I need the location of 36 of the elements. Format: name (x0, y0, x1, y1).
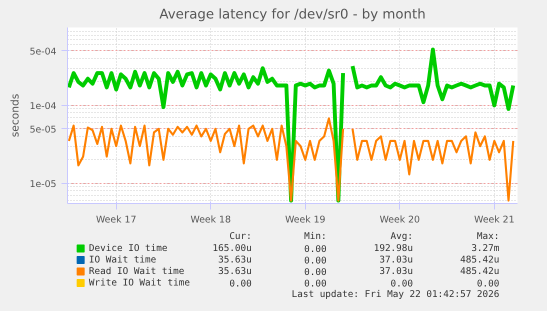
text: 0.00 (229, 278, 252, 290)
text: 485.42u (460, 266, 500, 277)
chart-title: Average latency for /dev/sr0 - by month (159, 8, 426, 22)
y-tick-label: 1e-05 (30, 178, 57, 190)
x-tick-label: Week 18 (190, 214, 231, 226)
text: 35.63u (218, 266, 252, 277)
y-tick-label: 5e-05 (30, 124, 57, 136)
text: 3.27m (471, 243, 500, 254)
text: 0.00 (304, 267, 328, 278)
legend-label: Write IO Wait time (88, 278, 190, 288)
legend-label: Read IO Wait time (88, 266, 185, 277)
text: 0.00 (476, 278, 500, 290)
x-tick-label: Week 20 (380, 214, 420, 226)
x-tick-label: Week 17 (96, 214, 136, 226)
text: 165.00u (212, 243, 252, 254)
text: Max: (476, 231, 500, 242)
legend-label: IO Wait time (88, 254, 157, 266)
text: 37.03u (379, 254, 414, 266)
text: 0.00 (304, 256, 328, 266)
text: 0.00 (390, 278, 414, 290)
text: 0.00 (304, 278, 328, 290)
y-axis-title: seconds (8, 93, 22, 138)
text: Min: (304, 231, 327, 242)
text: Avg: (390, 231, 414, 242)
legend-label: Device IO time (88, 243, 168, 254)
text: 0.00 (304, 244, 328, 255)
y-tick-label: 1e-04 (30, 100, 57, 112)
text: Last update: Fri May 22 01:42:57 2026 (292, 289, 500, 300)
text: 485.42u (460, 254, 500, 266)
y-tick-label: 5e-04 (30, 46, 57, 58)
text: Cur: (229, 231, 252, 242)
x-tick-label: Week 19 (285, 214, 326, 226)
text: 37.03u (379, 266, 414, 277)
text: 192.98u (374, 243, 414, 254)
x-tick-label: Week 21 (474, 214, 515, 226)
text: 35.63u (218, 254, 252, 266)
